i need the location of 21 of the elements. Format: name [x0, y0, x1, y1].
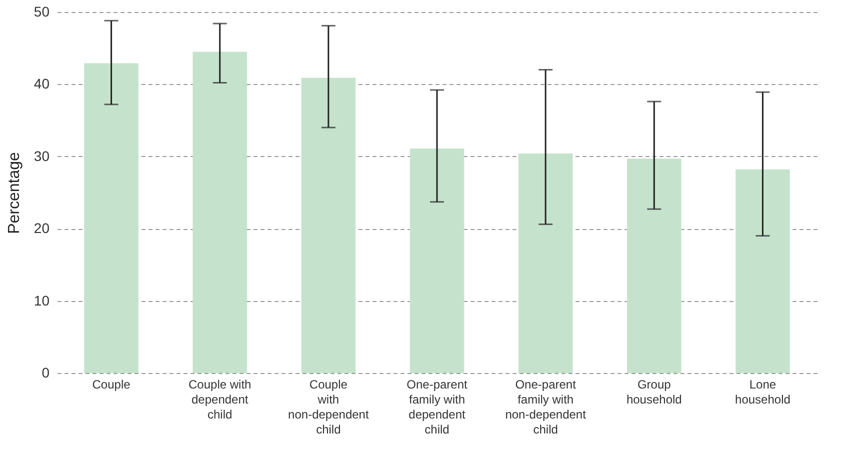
x-tick-label: One-parent family with non-dependent child [505, 378, 587, 436]
x-tick-label: Lone household [735, 378, 790, 406]
y-tick-label: 10 [34, 292, 50, 308]
bar [192, 52, 247, 373]
bar [84, 63, 138, 373]
bar [410, 148, 464, 373]
y-tick-label: 50 [34, 4, 50, 20]
y-axis-title: Percentage [6, 152, 23, 234]
x-tick-label: Couple with non-dependent child [288, 378, 370, 436]
bar [518, 154, 573, 373]
x-tick-label: One-parent family with dependent child [406, 378, 468, 436]
y-tick-label: 20 [34, 220, 50, 236]
x-tick-label: Couple with dependent child [188, 378, 252, 422]
x-tick-label: Couple [92, 378, 131, 392]
x-tick-label: Group household [626, 378, 682, 406]
bar [627, 158, 682, 373]
y-tick-label: 30 [34, 148, 50, 164]
y-tick-label: 0 [42, 364, 50, 380]
bar [736, 169, 790, 373]
y-tick-label: 40 [34, 76, 50, 92]
bar [301, 78, 356, 373]
